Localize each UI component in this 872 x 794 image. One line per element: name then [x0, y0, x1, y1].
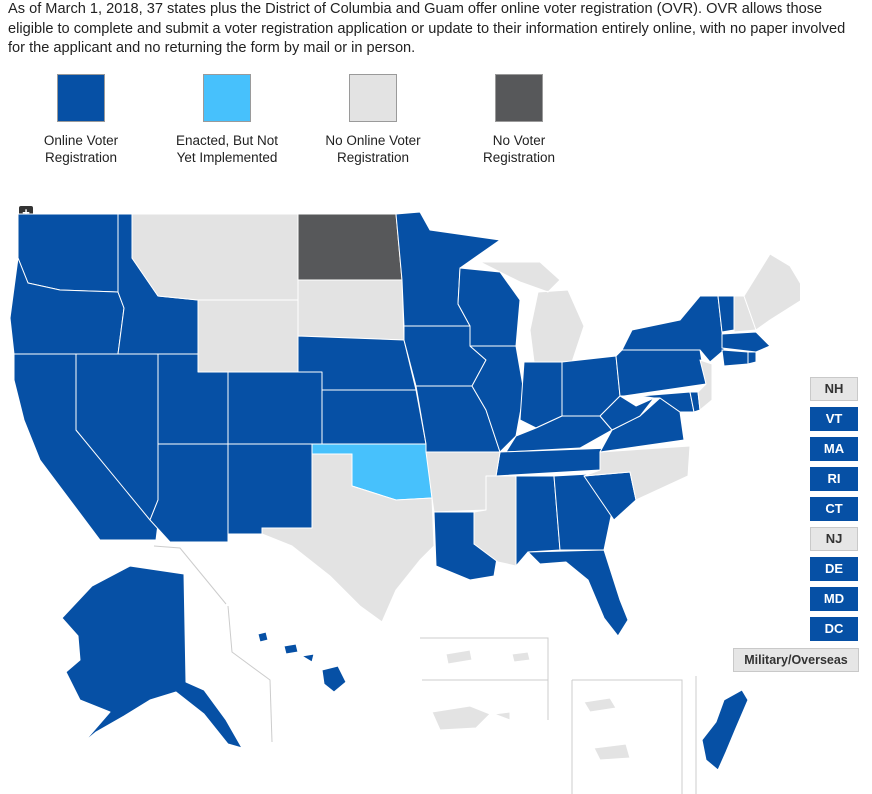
- territory-guam[interactable]: [701, 689, 749, 771]
- legend-online-voter-registration: Online Voter Registration: [6, 74, 156, 166]
- territory-puerto-rico[interactable]: [445, 649, 531, 665]
- state-washington[interactable]: [17, 213, 119, 293]
- state-button-ma[interactable]: MA: [810, 437, 858, 461]
- intro-text: As of March 1, 2018, 37 states plus the …: [8, 1, 846, 56]
- legend-no-online-voter-registration: No Online Voter Registration: [298, 74, 448, 166]
- state-button-nh[interactable]: NH: [810, 377, 858, 401]
- state-montana[interactable]: [131, 213, 299, 301]
- legend-label-line: Enacted, But Not: [175, 133, 279, 148]
- state-indiana[interactable]: [519, 361, 563, 429]
- state-kansas[interactable]: [321, 389, 427, 445]
- legend-no-voter-registration: No Voter Registration: [444, 74, 594, 166]
- state-button-de[interactable]: DE: [810, 557, 858, 581]
- legend-label: No Voter Registration: [444, 132, 594, 166]
- legend-label-line: Registration: [44, 150, 118, 165]
- inset-divider-lines: [153, 545, 697, 794]
- state-rhode-island[interactable]: [747, 351, 757, 365]
- legend-label: Online Voter Registration: [6, 132, 156, 166]
- state-north-dakota[interactable]: [297, 213, 403, 281]
- state-colorado[interactable]: [227, 371, 323, 445]
- territory-virgin-islands[interactable]: [583, 697, 631, 761]
- state-wyoming[interactable]: [197, 299, 299, 373]
- state-north-carolina[interactable]: [583, 445, 691, 501]
- state-alabama[interactable]: [515, 475, 561, 567]
- state-new-mexico[interactable]: [227, 443, 313, 535]
- state-alaska[interactable]: [61, 565, 243, 749]
- legend-label-line: No Voter: [492, 133, 546, 148]
- state-pennsylvania[interactable]: [615, 349, 707, 397]
- legend-label-line: Online Voter: [43, 133, 119, 148]
- state-hawaii[interactable]: [257, 631, 347, 693]
- legend-label-line: Yet Implemented: [176, 150, 278, 165]
- state-button-nj[interactable]: NJ: [810, 527, 858, 551]
- legend-enacted-not-implemented: Enacted, But Not Yet Implemented: [152, 74, 302, 166]
- legend-swatch-no-ovr: [349, 74, 397, 122]
- state-button-vt[interactable]: VT: [810, 407, 858, 431]
- state-new-jersey[interactable]: [697, 359, 713, 411]
- state-texas[interactable]: [261, 453, 435, 623]
- military-overseas-button[interactable]: Military/Overseas: [733, 648, 859, 672]
- state-florida[interactable]: [527, 549, 629, 637]
- territory-american-samoa[interactable]: [431, 705, 511, 731]
- legend-swatch-ovr: [57, 74, 105, 122]
- state-button-ct[interactable]: CT: [810, 497, 858, 521]
- us-ovr-map: [9, 211, 800, 794]
- legend-label-line: No Online Voter: [325, 133, 421, 148]
- state-button-ri[interactable]: RI: [810, 467, 858, 491]
- legend-label: No Online Voter Registration: [298, 132, 448, 166]
- state-south-dakota[interactable]: [297, 279, 405, 341]
- legend-label-line: Registration: [482, 150, 556, 165]
- state-maine[interactable]: [743, 253, 800, 331]
- legend-swatch-no-vr: [495, 74, 543, 122]
- state-button-md[interactable]: MD: [810, 587, 858, 611]
- legend-label: Enacted, But Not Yet Implemented: [152, 132, 302, 166]
- state-button-dc[interactable]: DC: [810, 617, 858, 641]
- legend-label-line: Registration: [336, 150, 410, 165]
- state-massachusetts[interactable]: [721, 331, 771, 353]
- state-arizona[interactable]: [149, 443, 229, 543]
- state-connecticut[interactable]: [721, 349, 749, 367]
- legend-swatch-enacted: [203, 74, 251, 122]
